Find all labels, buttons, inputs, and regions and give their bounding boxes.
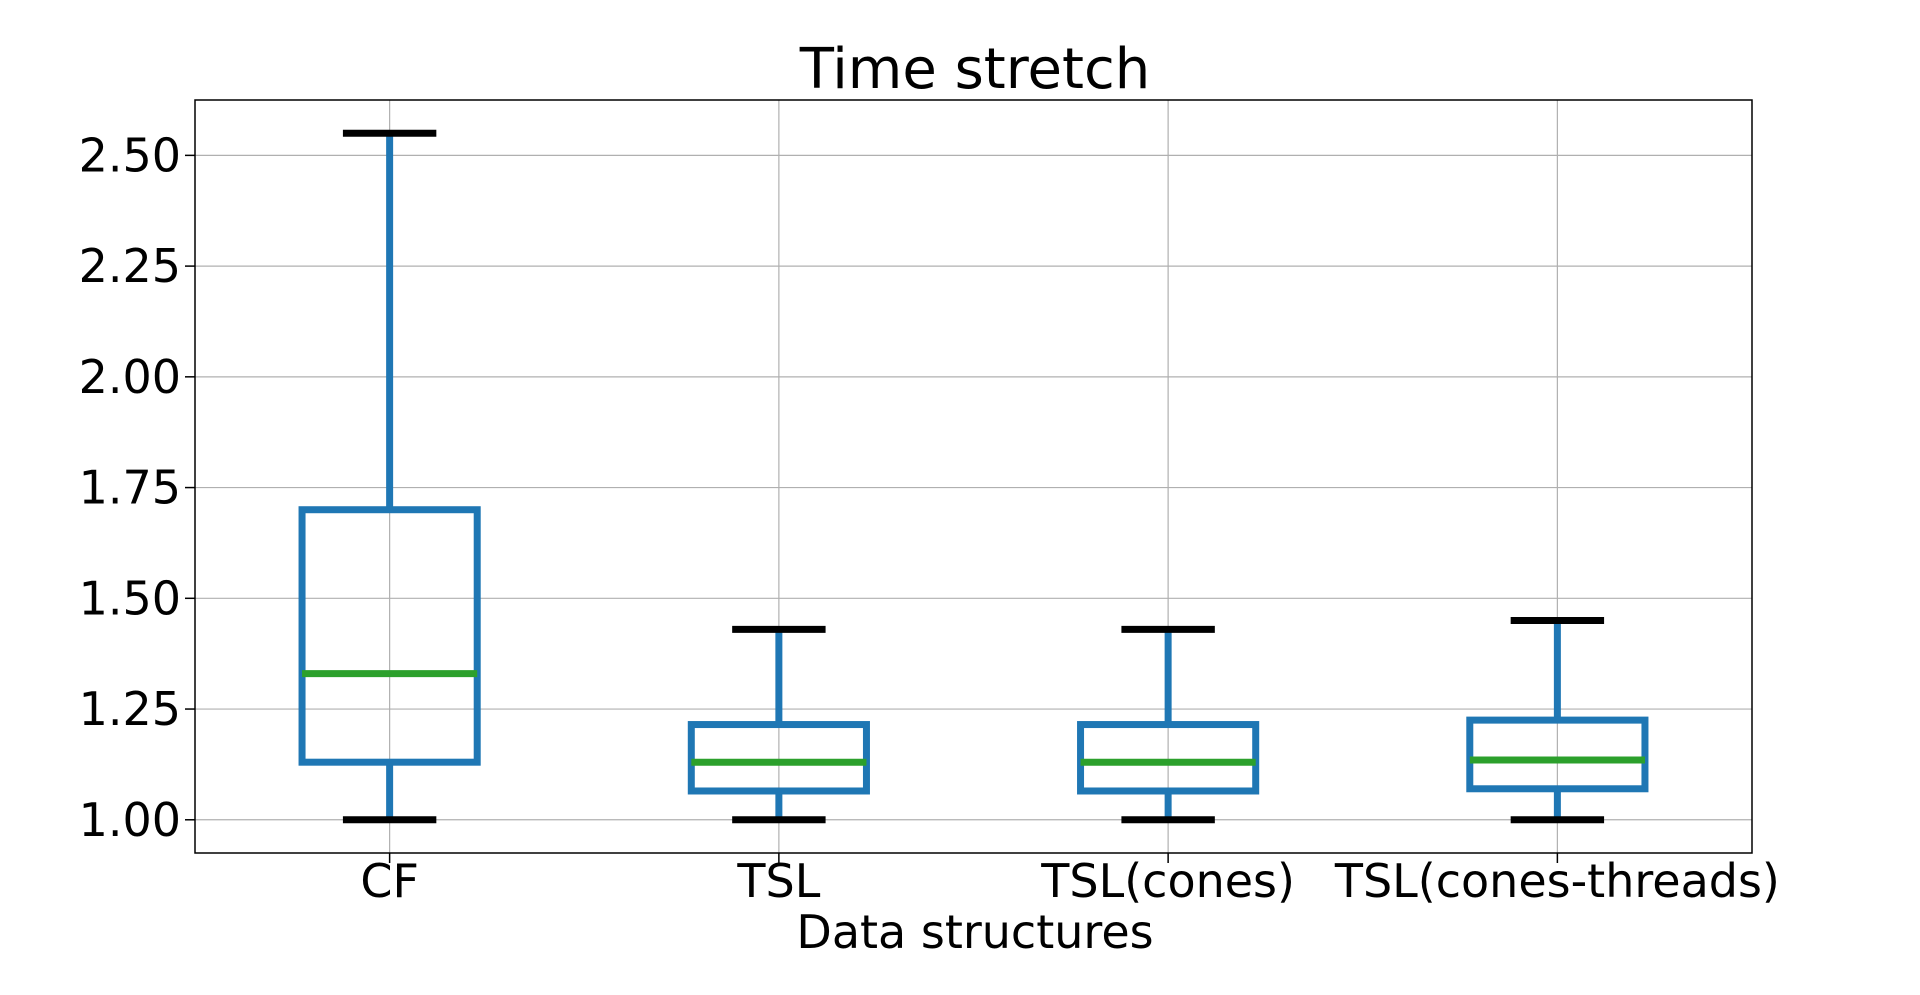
x-axis-label: Data structures (796, 905, 1153, 959)
y-tick-label: 1.00 (79, 793, 181, 847)
box-3 (1077, 625, 1260, 824)
y-tick-label: 1.75 (79, 461, 181, 515)
box-4 (1466, 616, 1649, 824)
axes-frame (194, 99, 1753, 854)
y-tick-label: 1.25 (79, 682, 181, 736)
x-axis-ticks: CF TSL TSL(cones) TSL(cones-threads) (360, 853, 1780, 908)
x-tick-label: TSL (736, 854, 820, 908)
chart-title: Time stretch (799, 37, 1150, 102)
y-axis-ticks: 1.00 1.25 1.50 1.75 2.00 2.25 2.50 (79, 128, 195, 847)
y-tick-label: 2.50 (79, 128, 181, 182)
y-tick-label: 1.50 (79, 571, 181, 625)
box-2 (687, 625, 870, 824)
y-tick-label: 2.25 (79, 239, 181, 293)
iqr-box (1077, 721, 1260, 795)
x-tick-label: TSL(cones-threads) (1334, 854, 1780, 908)
grid-lines (195, 100, 1752, 853)
y-tick-label: 2.00 (79, 350, 181, 404)
x-tick-label: CF (360, 854, 419, 908)
x-tick-label: TSL(cones) (1040, 854, 1295, 908)
plot-area (298, 129, 1649, 824)
iqr-box (1466, 716, 1649, 793)
box-1 (298, 129, 481, 824)
iqr-box (687, 721, 870, 795)
iqr-box (298, 506, 481, 766)
